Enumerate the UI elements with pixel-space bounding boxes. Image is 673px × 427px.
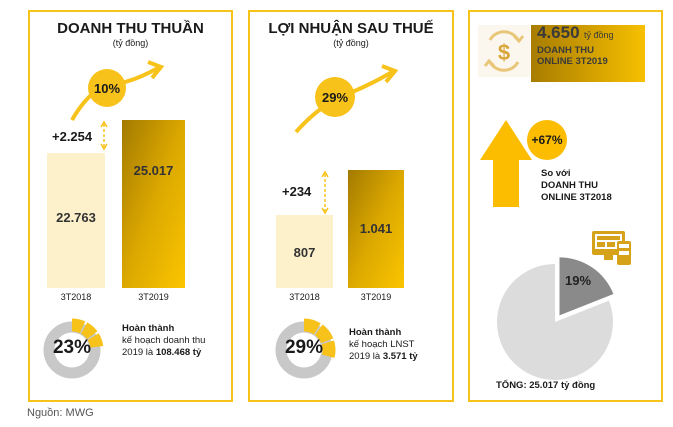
dollar-cycle-icon bbox=[483, 30, 525, 72]
online-revenue-text: 4.650 tỷ đồng DOANH THU ONLINE 3T2019 bbox=[537, 24, 614, 67]
donut-segment bbox=[321, 340, 336, 358]
completion-line2: kế hoạch doanh thu bbox=[122, 335, 206, 346]
x-tick-3t2019: 3T2019 bbox=[360, 292, 392, 302]
completion-line1: Hoàn thành bbox=[122, 323, 175, 334]
bar-label-2018: 22.763 bbox=[56, 210, 96, 225]
x-tick-3t2019: 3T2019 bbox=[138, 292, 169, 302]
bar-3T2019 bbox=[348, 170, 404, 288]
bar-label-2019: 1.041 bbox=[359, 221, 393, 236]
growth-arrowhead bbox=[147, 60, 165, 80]
compare-line2: DOANH THU bbox=[541, 180, 598, 191]
x-tick-3t2018: 3T2018 bbox=[289, 292, 320, 302]
donut-segment bbox=[87, 333, 104, 349]
online-unit: tỷ đồng bbox=[584, 30, 614, 40]
completion-line2: kế hoạch LNST bbox=[349, 339, 415, 350]
up-arrow-icon bbox=[480, 120, 532, 207]
completion-target: 3.571 tỷ bbox=[382, 351, 418, 362]
devices-icon bbox=[592, 231, 631, 265]
donut-segment bbox=[314, 324, 334, 344]
profit-unit: (tỷ đồng) bbox=[333, 38, 369, 48]
donut-segment bbox=[303, 318, 321, 335]
profit-difference: +234 bbox=[282, 184, 312, 199]
compare-text: So với DOANH THU ONLINE 3T2018 bbox=[541, 168, 612, 204]
growth-circle bbox=[88, 69, 126, 107]
source-note: Nguồn: MWG bbox=[27, 407, 94, 419]
bar-3T2018 bbox=[47, 153, 105, 288]
revenue-panel bbox=[28, 10, 233, 402]
revenue-title: DOANH THU THUẦN bbox=[57, 20, 204, 37]
pie-slice-other bbox=[496, 264, 613, 380]
dollar-icon-bg bbox=[478, 25, 530, 77]
profit-title: LỢI NHUẬN SAU THUẾ bbox=[268, 20, 434, 37]
bar-label-2019: 25.017 bbox=[133, 163, 174, 178]
compare-line3: ONLINE 3T2018 bbox=[541, 192, 612, 203]
growth-circle bbox=[315, 77, 355, 117]
pie-slice-label: 19% bbox=[565, 273, 592, 288]
revenue-difference: +2.254 bbox=[52, 129, 93, 144]
donut-label: 29% bbox=[284, 337, 324, 358]
online-growth-label: +67% bbox=[531, 133, 563, 147]
completion-text: Hoàn thành kế hoạch LNST 2019 là 3.571 t… bbox=[349, 327, 418, 363]
online-revenue-box bbox=[531, 25, 645, 82]
completion-line3: 2019 là bbox=[122, 347, 156, 358]
completion-line3: 2019 là bbox=[349, 351, 383, 362]
online-line2: ONLINE 3T2019 bbox=[537, 56, 608, 67]
bar-label-2018: 807 bbox=[293, 245, 316, 260]
online-growth-circle bbox=[527, 120, 567, 160]
revenue-growth-label: 10% bbox=[93, 81, 121, 96]
compare-line1: So với bbox=[541, 168, 571, 179]
donut-label: 23% bbox=[52, 337, 92, 358]
svg-text:$: $ bbox=[498, 40, 510, 65]
completion-target: 108.468 tỷ bbox=[155, 347, 202, 358]
x-tick-3t2018: 3T2018 bbox=[60, 292, 92, 302]
pie-total: TỔNG: 25.017 tỷ đồng bbox=[496, 380, 596, 391]
donut-segment bbox=[71, 318, 86, 334]
profit-growth-label: 29% bbox=[321, 90, 349, 105]
completion-line1: Hoàn thành bbox=[349, 327, 402, 338]
revenue-unit: (tỷ đồng) bbox=[112, 38, 149, 48]
completion-text: Hoàn thành kế hoạch doanh thu 2019 là 10… bbox=[122, 323, 205, 359]
donut-segment bbox=[80, 322, 98, 340]
online-panel bbox=[468, 10, 663, 402]
online-value: 4.650 bbox=[537, 23, 580, 42]
online-line1: DOANH THU bbox=[537, 45, 594, 56]
pie-slice-online bbox=[559, 257, 614, 316]
bar-3T2018 bbox=[276, 215, 333, 288]
profit-panel bbox=[248, 10, 454, 402]
bar-3T2019 bbox=[122, 120, 185, 288]
